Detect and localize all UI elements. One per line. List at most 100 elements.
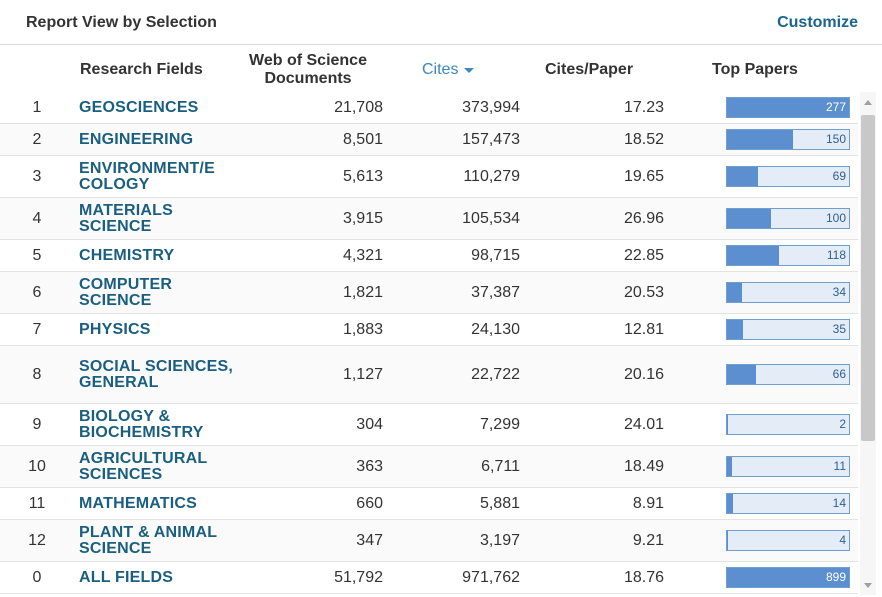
- row-rank: 4: [32, 209, 42, 227]
- research-field-link[interactable]: BIOLOGY & BIOCHEMISTRY: [79, 407, 204, 441]
- top-papers-bar[interactable]: 100: [726, 207, 850, 229]
- cites-per-paper-value: 18.76: [623, 568, 664, 586]
- top-papers-bar-fill: [727, 319, 743, 339]
- top-papers-bar[interactable]: 150: [726, 128, 850, 150]
- scroll-down-arrow-icon[interactable]: [864, 583, 872, 588]
- top-papers-bar[interactable]: 66: [726, 363, 850, 385]
- research-field-link[interactable]: AGRICULTURAL SCIENCES: [79, 449, 208, 483]
- documents-value: 51,792: [334, 568, 383, 586]
- top-papers-bar-fill: [727, 97, 849, 117]
- column-header-cites-per-paper[interactable]: Cites/Paper: [545, 61, 634, 78]
- row-rank: 11: [28, 494, 46, 512]
- column-header-top-papers[interactable]: Top Papers: [712, 61, 798, 78]
- cites-per-paper-value: 17.23: [623, 98, 664, 116]
- top-papers-value: 277: [825, 100, 846, 114]
- cites-value: 157,473: [462, 130, 520, 148]
- top-papers-value: 100: [825, 211, 846, 225]
- table-row[interactable]: 11 MATHEMATICS 660 5,881 8.91 14: [0, 488, 858, 520]
- table-row[interactable]: 12 PLANT & ANIMAL SCIENCE 347 3,197 9.21 4: [0, 520, 858, 562]
- customize-link[interactable]: Customize: [777, 14, 858, 31]
- top-papers-bar-fill: [727, 245, 780, 265]
- top-papers-bar[interactable]: 277: [726, 96, 850, 118]
- row-rank: 12: [28, 531, 46, 549]
- cites-per-paper-value: 24.01: [623, 415, 664, 433]
- cites-value: 373,994: [462, 98, 520, 116]
- table-row[interactable]: 4 MATERIALS SCIENCE 3,915 105,534 26.96 100: [0, 198, 858, 240]
- top-papers-value: 899: [825, 570, 846, 584]
- cites-value: 105,534: [462, 209, 520, 227]
- research-field-link[interactable]: PHYSICS: [79, 320, 151, 338]
- row-rank: 8: [32, 365, 42, 383]
- research-field-link[interactable]: MATHEMATICS: [79, 494, 198, 512]
- top-papers-bar[interactable]: 35: [726, 318, 850, 340]
- row-rank: 0: [32, 568, 42, 586]
- cites-value: 22,722: [471, 365, 520, 383]
- research-field-link[interactable]: COMPUTER SCIENCE: [79, 275, 173, 309]
- top-papers-bar[interactable]: 2: [726, 413, 850, 435]
- top-papers-bar[interactable]: 34: [726, 281, 850, 303]
- cites-per-paper-value: 20.16: [623, 365, 664, 383]
- documents-value: 660: [356, 494, 383, 512]
- cites-per-paper-value: 9.21: [632, 531, 664, 549]
- table-row[interactable]: 0 ALL FIELDS 51,792 971,762 18.76 899: [0, 562, 858, 594]
- top-papers-bar[interactable]: 899: [726, 566, 850, 588]
- research-field-link[interactable]: ALL FIELDS: [79, 568, 174, 586]
- documents-value: 347: [356, 531, 383, 549]
- research-field-link[interactable]: PLANT & ANIMAL SCIENCE: [79, 523, 217, 557]
- research-field-link[interactable]: ENGINEERING: [79, 130, 194, 148]
- top-papers-value: 150: [825, 132, 846, 146]
- scrollbar-thumb[interactable]: [861, 115, 875, 441]
- table-row[interactable]: 3 ENVIRONMENT/E COLOGY 5,613 110,279 19.65 69: [0, 156, 858, 198]
- row-rank: 7: [32, 320, 42, 338]
- documents-value: 1,883: [342, 320, 383, 338]
- cites-per-paper-value: 18.49: [623, 457, 664, 475]
- research-field-link[interactable]: GEOSCIENCES: [79, 98, 199, 116]
- documents-value: 1,127: [342, 365, 383, 383]
- research-field-link[interactable]: SOCIAL SCIENCES, GENERAL: [79, 357, 234, 391]
- table-row[interactable]: 5 CHEMISTRY 4,321 98,715 22.85 118: [0, 240, 858, 272]
- top-papers-bar[interactable]: 69: [726, 165, 850, 187]
- column-header-cites[interactable]: Cites: [422, 48, 475, 92]
- top-papers-bar[interactable]: 11: [726, 455, 850, 477]
- documents-value: 4,321: [342, 246, 383, 264]
- table-row[interactable]: 2 ENGINEERING 8,501 157,473 18.52 150: [0, 124, 858, 156]
- top-papers-bar[interactable]: 4: [726, 529, 850, 551]
- scroll-up-arrow-icon[interactable]: [864, 100, 872, 105]
- cites-per-paper-value: 18.52: [623, 130, 664, 148]
- cites-per-paper-value: 8.91: [632, 494, 664, 512]
- research-field-link[interactable]: MATERIALS SCIENCE: [79, 201, 173, 235]
- column-header-documents[interactable]: Web of Science Documents: [249, 52, 367, 87]
- table-row[interactable]: 6 COMPUTER SCIENCE 1,821 37,387 20.53 34: [0, 272, 858, 314]
- panel-title: Report View by Selection: [26, 14, 217, 31]
- table-row[interactable]: 8 SOCIAL SCIENCES, GENERAL 1,127 22,722 20.1…: [0, 346, 858, 404]
- row-rank: 10: [28, 457, 46, 475]
- column-header-cites-label: Cites: [422, 61, 459, 78]
- top-papers-bar[interactable]: 118: [726, 244, 850, 266]
- table-row[interactable]: 9 BIOLOGY & BIOCHEMISTRY 304 7,299 24.01 2: [0, 404, 858, 446]
- research-field-link[interactable]: ENVIRONMENT/E COLOGY: [79, 159, 215, 193]
- top-papers-bar-fill: [727, 129, 793, 149]
- cites-value: 24,130: [471, 320, 520, 338]
- top-papers-bar-fill: [727, 567, 849, 587]
- cites-per-paper-value: 19.65: [623, 167, 664, 185]
- top-papers-value: 11: [833, 459, 846, 473]
- top-papers-bar[interactable]: 14: [726, 492, 850, 514]
- table-row[interactable]: 1 GEOSCIENCES 21,708 373,994 17.23 277: [0, 92, 858, 124]
- table-row[interactable]: 7 PHYSICS 1,883 24,130 12.81 35: [0, 314, 858, 346]
- documents-value: 5,613: [342, 167, 383, 185]
- documents-value: 304: [356, 415, 383, 433]
- documents-value: 21,708: [334, 98, 383, 116]
- table-row[interactable]: 10 AGRICULTURAL SCIENCES 363 6,711 18.49 11: [0, 446, 858, 488]
- top-papers-bar-fill: [727, 364, 757, 384]
- documents-value: 363: [356, 457, 383, 475]
- top-papers-value: 118: [826, 248, 846, 262]
- column-header-research-fields[interactable]: Research Fields: [80, 61, 203, 78]
- top-papers-value: 34: [832, 285, 846, 299]
- research-field-link[interactable]: CHEMISTRY: [79, 246, 175, 264]
- top-papers-bar-fill: [727, 166, 758, 186]
- row-rank: 1: [32, 98, 42, 116]
- top-papers-bar-fill: [727, 493, 734, 513]
- top-papers-value: 4: [839, 533, 846, 547]
- sort-desc-icon: [464, 67, 475, 73]
- row-rank: 6: [32, 283, 42, 301]
